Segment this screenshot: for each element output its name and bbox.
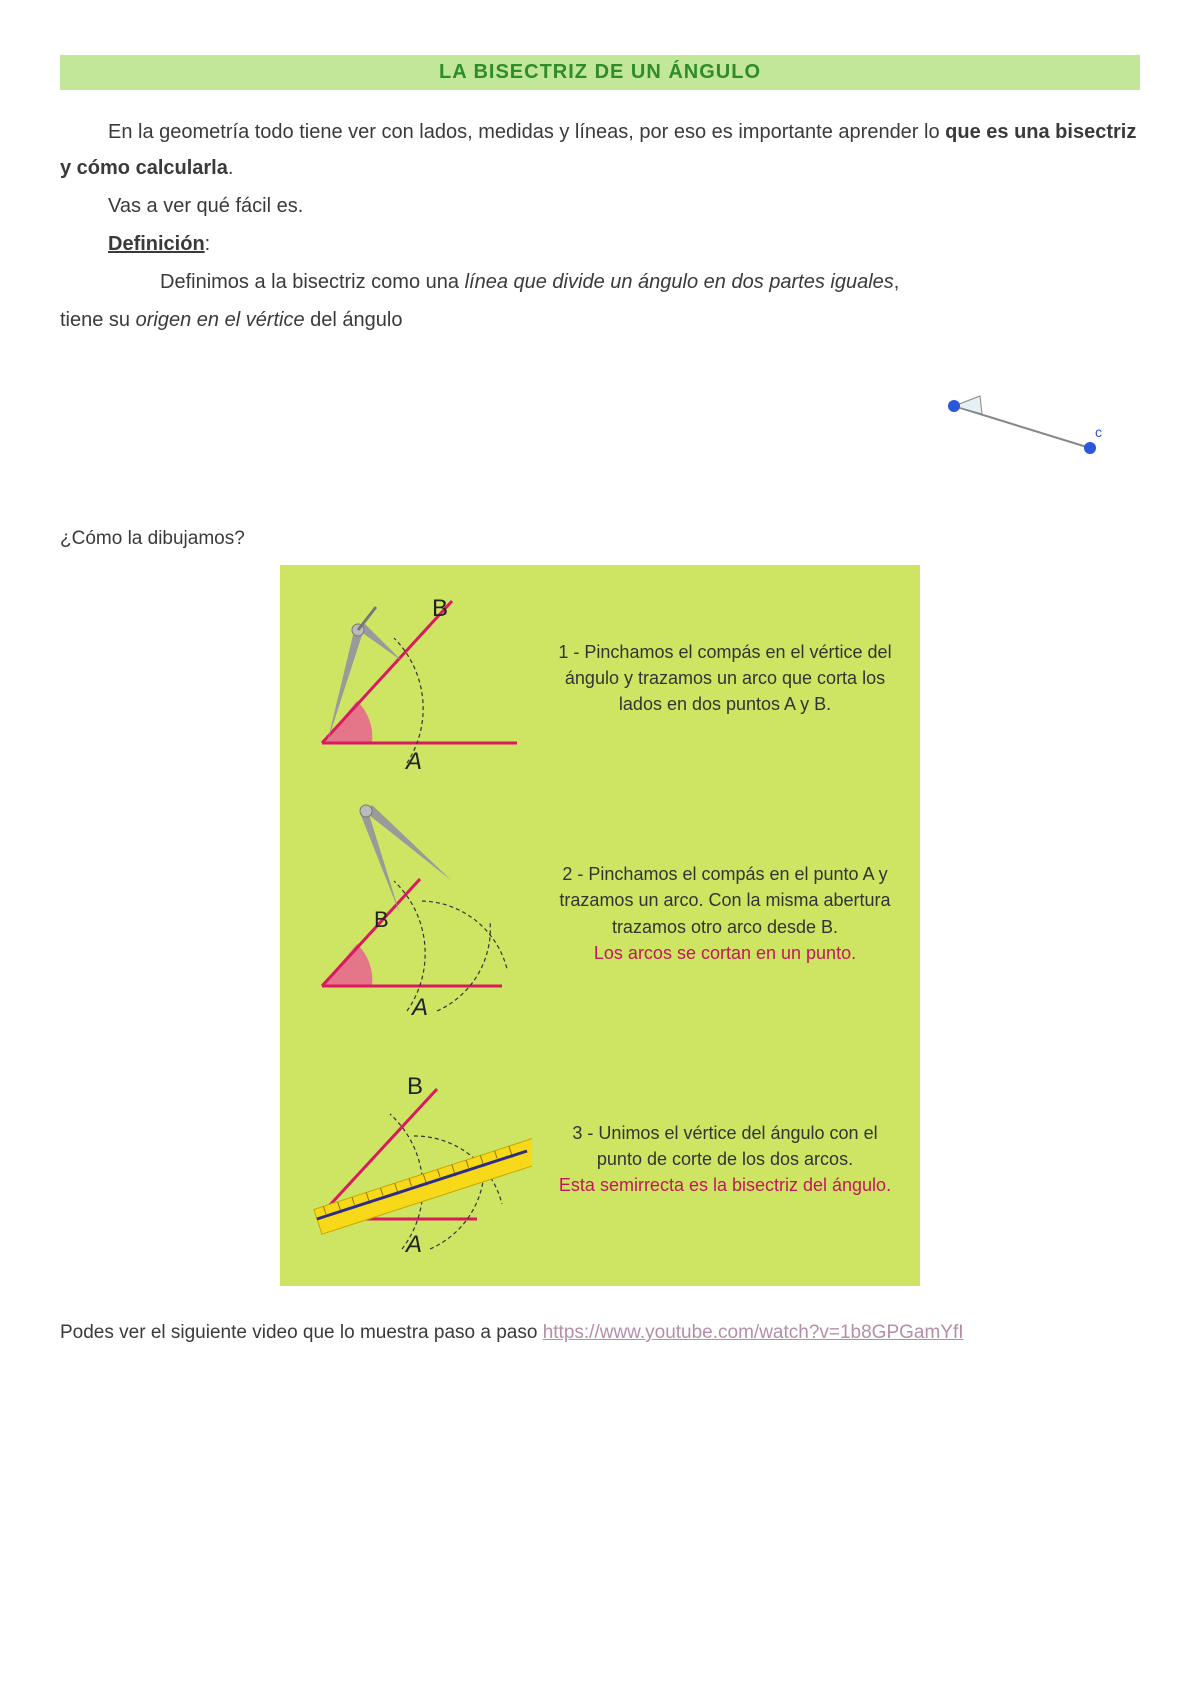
- def-c: ,: [894, 271, 900, 293]
- intro-p1-a: En la geometría todo tiene ver con lados…: [108, 121, 945, 143]
- def-d: tiene su: [60, 309, 136, 331]
- mini-label-c: c: [1095, 424, 1102, 440]
- svg-text:B: B: [432, 595, 448, 622]
- definition-label: Definición: [108, 233, 205, 255]
- step-1-text: 1 - Pinchamos el compás en el vértice de…: [552, 639, 898, 717]
- intro-paragraph-1: En la geometría todo tiene ver con lados…: [60, 114, 1140, 186]
- definition-line-1: Definimos a la bisectriz como una línea …: [60, 264, 1140, 300]
- page-title-bar: LA BISECTRIZ DE UN ÁNGULO: [60, 55, 1140, 90]
- vertex-mini-diagram: c: [940, 388, 1110, 478]
- step-row-2: B A 2 - Pinchamos el compás en el punto …: [302, 801, 898, 1026]
- step-3-text: 3 - Unimos el vértice del ángulo con el …: [552, 1120, 898, 1198]
- definition-line-2: tiene su origen en el vértice del ángulo: [60, 302, 1140, 338]
- mini-point-vertex: [948, 400, 960, 412]
- svg-text:A: A: [410, 994, 428, 1021]
- page-title: LA BISECTRIZ DE UN ÁNGULO: [439, 61, 761, 83]
- def-f: del ángulo: [305, 309, 403, 331]
- svg-text:B: B: [407, 1073, 423, 1100]
- def-b-italic: línea que divide un ángulo en dos partes…: [465, 271, 894, 293]
- intro-paragraph-2: Vas a ver qué fácil es.: [60, 188, 1140, 224]
- svg-text:A: A: [404, 748, 422, 773]
- step-3-main: 3 - Unimos el vértice del ángulo con el …: [572, 1123, 877, 1169]
- intro-p1-c: .: [228, 157, 234, 179]
- footer-pre-text: Podes ver el siguiente video que lo mues…: [60, 1322, 543, 1343]
- step-3-highlight: Esta semirrecta es la bisectriz del ángu…: [559, 1175, 891, 1195]
- step-3-figure: B A: [302, 1054, 532, 1264]
- mini-point-c: [1084, 442, 1096, 454]
- steps-panel: B A 1 - Pinchamos el compás en el vértic…: [280, 565, 920, 1286]
- intro-content: En la geometría todo tiene ver con lados…: [60, 114, 1140, 338]
- step-row-3: B A 3 - Unimos el vértice del ángulo con…: [302, 1054, 898, 1264]
- footer-paragraph: Podes ver el siguiente video que lo mues…: [60, 1316, 1140, 1350]
- step-2-main: 2 - Pinchamos el compás en el punto A y …: [559, 864, 890, 936]
- step-2-text: 2 - Pinchamos el compás en el punto A y …: [552, 861, 898, 965]
- step-2-highlight: Los arcos se cortan en un punto.: [594, 943, 856, 963]
- definition-label-row: Definición:: [60, 226, 1140, 262]
- how-to-draw-subheader: ¿Cómo la dibujamos?: [60, 528, 1140, 550]
- step-1-main: 1 - Pinchamos el compás en el vértice de…: [558, 642, 891, 714]
- definition-colon: :: [205, 233, 211, 255]
- def-e-italic: origen en el vértice: [136, 309, 305, 331]
- mini-diagram-svg: [940, 388, 1110, 478]
- step-1-figure: B A: [302, 583, 532, 773]
- step-row-1: B A 1 - Pinchamos el compás en el vértic…: [302, 583, 898, 773]
- svg-text:A: A: [404, 1231, 422, 1258]
- step-2-figure: B A: [302, 801, 532, 1026]
- def-a: Definimos a la bisectriz como una: [160, 271, 465, 293]
- video-link[interactable]: https://www.youtube.com/watch?v=1b8GPGam…: [543, 1322, 964, 1343]
- svg-text:B: B: [374, 907, 389, 932]
